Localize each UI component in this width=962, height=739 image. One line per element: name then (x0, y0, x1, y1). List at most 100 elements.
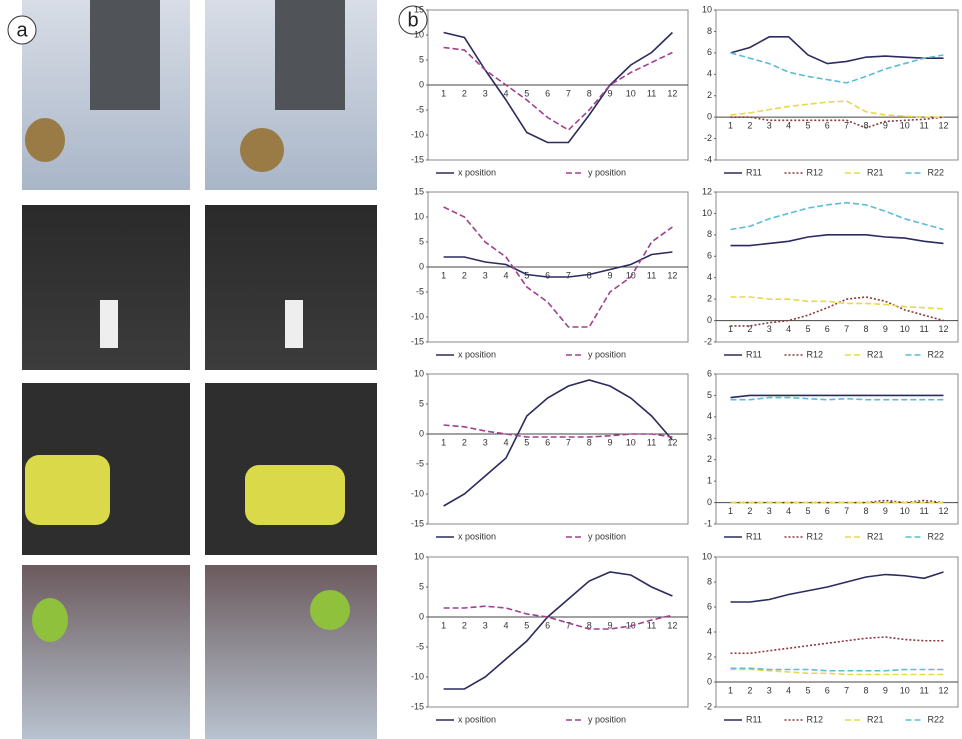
x-tick-label: 3 (767, 506, 772, 516)
photo-detail (285, 300, 303, 348)
series-line (730, 396, 944, 401)
x-tick-label: 6 (825, 506, 830, 516)
x-tick-label: 9 (883, 506, 888, 516)
series-line (730, 52, 944, 84)
y-tick-label: -1 (704, 518, 712, 528)
x-tick-label: 4 (503, 88, 508, 98)
y-tick-label: 0 (707, 315, 712, 325)
legend-label: R21 (867, 349, 884, 359)
x-tick-label: 4 (786, 506, 791, 516)
y-tick-label: 0 (707, 676, 712, 686)
legend-label: R11 (746, 349, 762, 359)
x-tick-label: 7 (566, 270, 571, 280)
x-tick-label: 9 (883, 685, 888, 695)
y-tick-label: -15 (411, 701, 424, 711)
x-tick-label: 11 (919, 121, 928, 131)
legend-label: y position (588, 349, 626, 359)
y-tick-label: -2 (704, 336, 712, 346)
series-line (443, 46, 673, 132)
panel-label: a (16, 19, 28, 41)
series-line (730, 234, 944, 247)
series-line (443, 31, 673, 144)
photo-detail (32, 598, 68, 642)
x-tick-label: 8 (864, 506, 869, 516)
legend-label: x position (458, 167, 496, 177)
x-tick-label: 8 (587, 270, 592, 280)
x-tick-label: 5 (805, 324, 810, 334)
y-tick-label: 10 (414, 29, 424, 39)
y-tick-label: -2 (704, 701, 712, 711)
x-tick-label: 7 (566, 437, 571, 447)
y-tick-label: -5 (416, 458, 424, 468)
y-tick-label: 8 (707, 576, 712, 586)
y-tick-label: -10 (411, 671, 424, 681)
y-tick-label: -5 (416, 641, 424, 651)
legend-label: R21 (867, 714, 884, 724)
x-tick-label: 5 (805, 506, 810, 516)
series-line (730, 35, 944, 65)
x-tick-label: 2 (747, 324, 752, 334)
x-tick-label: 12 (938, 121, 948, 131)
legend-label: R22 (928, 349, 945, 359)
y-tick-label: 10 (414, 368, 424, 378)
x-tick-label: 9 (607, 88, 612, 98)
series-line (730, 296, 944, 327)
legend-label: x position (458, 714, 496, 724)
y-tick-label: 6 (707, 601, 712, 611)
y-tick-label: 3 (707, 433, 712, 443)
x-tick-label: 2 (462, 88, 467, 98)
x-tick-label: 3 (767, 121, 772, 131)
x-tick-label: 5 (805, 121, 810, 131)
legend-label: x position (458, 531, 496, 541)
x-tick-label: 8 (587, 437, 592, 447)
x-tick-label: 1 (441, 270, 446, 280)
x-tick-label: 7 (844, 324, 849, 334)
photo-detail (100, 300, 118, 348)
x-tick-label: 11 (919, 324, 928, 334)
legend-label: R12 (807, 167, 824, 177)
y-tick-label: 10 (414, 211, 424, 221)
x-tick-label: 4 (786, 324, 791, 334)
plot-frame (427, 556, 689, 708)
x-tick-label: 1 (728, 506, 733, 516)
x-tick-label: 4 (786, 121, 791, 131)
y-tick-label: 10 (702, 551, 712, 561)
plot-frame (715, 191, 959, 343)
y-tick-label: 4 (707, 272, 712, 282)
y-tick-label: 10 (414, 551, 424, 561)
x-tick-label: 10 (626, 437, 636, 447)
x-tick-label: 8 (587, 620, 592, 630)
x-tick-label: 12 (938, 685, 948, 695)
legend-label: x position (458, 349, 496, 359)
x-tick-label: 11 (919, 506, 928, 516)
x-tick-label: 10 (900, 324, 910, 334)
x-tick-label: 11 (647, 437, 656, 447)
y-tick-label: 12 (702, 186, 712, 196)
legend-label: y position (588, 167, 626, 177)
y-tick-label: 0 (707, 112, 712, 122)
x-tick-label: 8 (864, 324, 869, 334)
x-tick-label: 11 (919, 685, 928, 695)
series-line (730, 116, 944, 129)
x-tick-label: 7 (844, 685, 849, 695)
series-line (443, 571, 673, 690)
y-tick-label: 0 (707, 497, 712, 507)
y-tick-label: 6 (707, 368, 712, 378)
y-tick-label: -2 (704, 133, 712, 143)
series-line (443, 251, 673, 278)
y-tick-label: -5 (416, 104, 424, 114)
x-tick-label: 3 (767, 324, 772, 334)
plot-frame (715, 9, 959, 161)
x-tick-label: 2 (747, 685, 752, 695)
x-tick-label: 6 (545, 88, 550, 98)
x-tick-label: 9 (607, 270, 612, 280)
photo-detail (240, 128, 284, 172)
panel-badge (7, 15, 37, 45)
x-tick-label: 2 (462, 270, 467, 280)
y-tick-label: -15 (411, 154, 424, 164)
x-tick-label: 11 (647, 620, 656, 630)
legend-label: R11 (746, 714, 762, 724)
series-line (443, 206, 673, 328)
x-tick-label: 12 (667, 620, 677, 630)
